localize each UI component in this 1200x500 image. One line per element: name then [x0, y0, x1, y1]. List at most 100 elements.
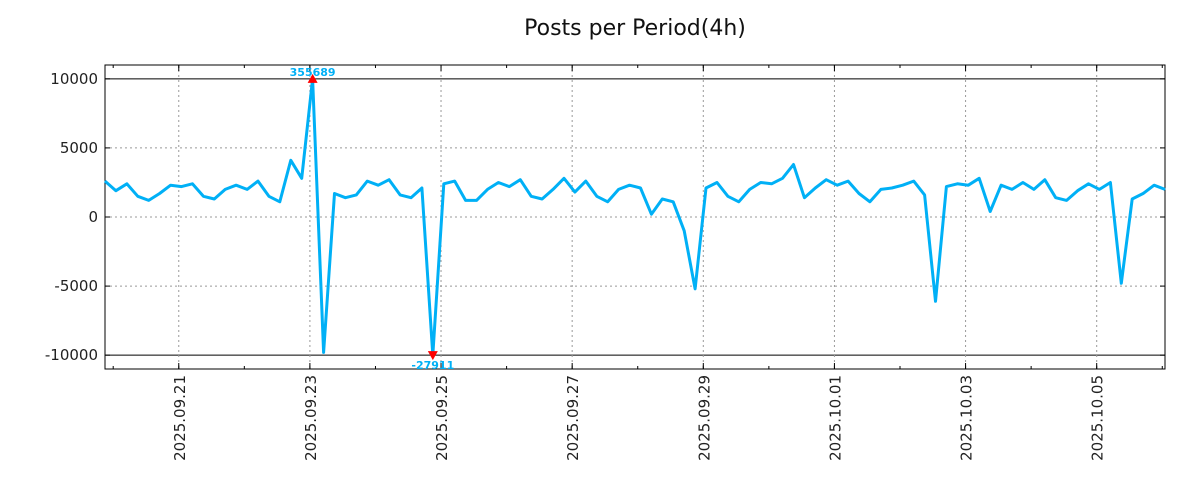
data-point: [618, 188, 620, 190]
data-point: [530, 195, 532, 197]
data-point: [1055, 197, 1057, 199]
data-point: [137, 195, 139, 197]
data-point: [1109, 181, 1111, 183]
data-point: [705, 187, 707, 189]
data-point: [1077, 190, 1079, 192]
data-point: [596, 195, 598, 197]
data-point: [246, 188, 248, 190]
min-label: -27911: [411, 359, 454, 372]
data-point: [552, 188, 554, 190]
y-tick-label: 0: [88, 208, 98, 226]
data-point: [956, 183, 958, 185]
data-point: [1164, 188, 1166, 190]
data-point: [1000, 184, 1002, 186]
data-point: [497, 181, 499, 183]
data-point: [115, 190, 117, 192]
data-point: [683, 230, 685, 232]
data-point: [760, 181, 762, 183]
data-point: [148, 199, 150, 201]
data-point: [902, 184, 904, 186]
data-point: [825, 179, 827, 181]
data-point: [1088, 183, 1090, 185]
data-point: [235, 184, 237, 186]
data-point: [913, 180, 915, 182]
data-point: [279, 201, 281, 203]
data-point: [1142, 193, 1144, 195]
data-point: [257, 180, 259, 182]
data-point: [880, 188, 882, 190]
data-point: [202, 195, 204, 197]
data-point: [443, 183, 445, 185]
data-point: [465, 199, 467, 201]
data-point: [323, 351, 325, 353]
data-point: [607, 201, 609, 203]
data-point: [945, 186, 947, 188]
data-point: [421, 187, 423, 189]
data-point: [672, 201, 674, 203]
data-point: [1033, 188, 1035, 190]
data-point: [803, 197, 805, 199]
data-point: [1044, 179, 1046, 181]
data-point: [727, 195, 729, 197]
data-point: [388, 179, 390, 181]
data-point: [399, 194, 401, 196]
data-point: [126, 183, 128, 185]
data-point: [541, 198, 543, 200]
x-tick-label: 2025.10.01: [826, 375, 844, 461]
data-point: [213, 198, 215, 200]
data-point: [486, 188, 488, 190]
data-point: [508, 186, 510, 188]
data-point: [410, 197, 412, 199]
data-point: [694, 288, 696, 290]
data-point: [650, 213, 652, 215]
data-point: [519, 179, 521, 181]
data-point: [333, 193, 335, 195]
data-point: [301, 177, 303, 179]
y-tick-label: -10000: [45, 346, 98, 364]
plot-frame: [104, 64, 1166, 370]
data-point: [749, 188, 751, 190]
data-point: [159, 193, 161, 195]
data-point: [771, 183, 773, 185]
chart-title: Posts per Period(4h): [524, 16, 746, 41]
y-tick-label: -5000: [54, 277, 98, 295]
data-point: [1120, 282, 1122, 284]
data-point: [585, 180, 587, 182]
data-point: [290, 159, 292, 161]
data-point: [454, 180, 456, 182]
x-tick-label: 2025.10.03: [958, 375, 976, 461]
data-point: [924, 194, 926, 196]
data-point: [891, 187, 893, 189]
x-tick-label: 2025.09.23: [302, 375, 320, 461]
data-point: [366, 180, 368, 182]
data-point: [792, 163, 794, 165]
x-tick-label: 2025.09.29: [695, 375, 713, 461]
data-point: [782, 177, 784, 179]
data-point: [1011, 188, 1013, 190]
data-point: [978, 177, 980, 179]
data-point: [344, 197, 346, 199]
max-label: 355689: [290, 66, 336, 79]
data-point: [355, 194, 357, 196]
x-tick-label: 2025.09.21: [171, 375, 189, 461]
series-line: [104, 77, 1166, 357]
data-point: [377, 184, 379, 186]
min-marker: [427, 351, 438, 361]
data-point: [191, 183, 193, 185]
data-point: [1022, 181, 1024, 183]
x-tick-label: 2025.10.05: [1089, 375, 1107, 461]
data-point: [574, 191, 576, 193]
x-tick-label: 2025.09.25: [433, 375, 451, 461]
data-point: [869, 201, 871, 203]
data-point: [967, 184, 969, 186]
y-tick-label: 10000: [50, 70, 98, 88]
data-point: [1066, 199, 1068, 201]
data-point: [661, 198, 663, 200]
data-point: [170, 184, 172, 186]
data-point: [814, 187, 816, 189]
data-point: [563, 177, 565, 179]
data-point: [104, 180, 106, 182]
data-point: [268, 195, 270, 197]
data-point: [858, 193, 860, 195]
